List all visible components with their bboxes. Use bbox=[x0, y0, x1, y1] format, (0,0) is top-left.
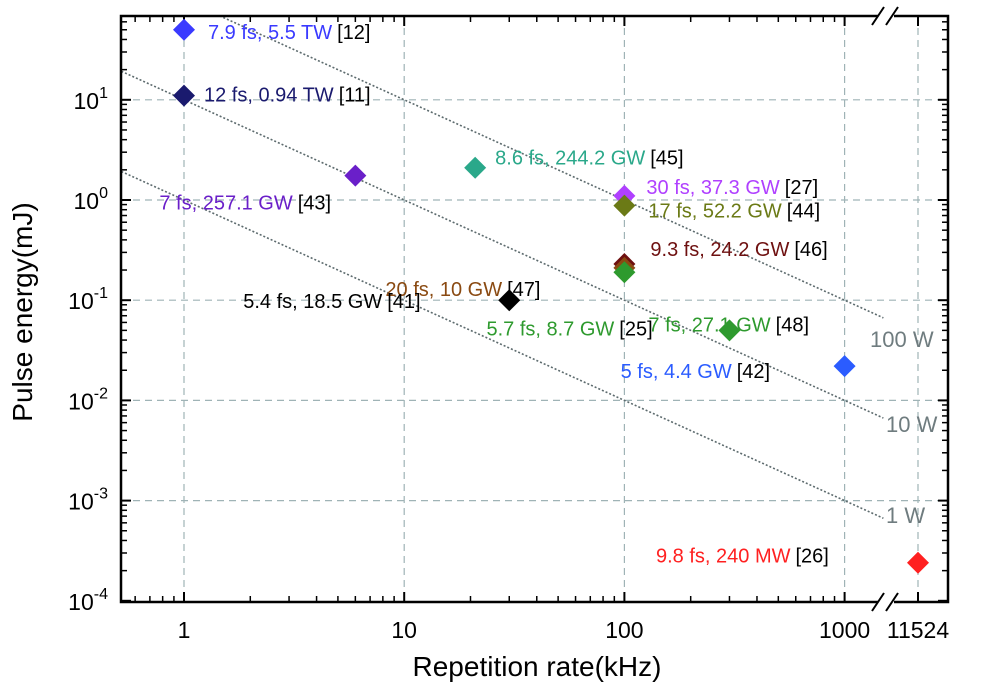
x-tick-label: 1000 bbox=[819, 617, 870, 643]
point-label-text: 8.6 fs, 244.2 GW bbox=[495, 148, 645, 170]
point-label: 8.6 fs, 244.2 GW [45] bbox=[495, 148, 683, 170]
data-points bbox=[173, 18, 929, 574]
power-lines bbox=[121, 16, 884, 519]
power-line-label: 10 W bbox=[886, 412, 938, 437]
power-line bbox=[121, 70, 884, 419]
y-tick-base: 10 bbox=[68, 288, 94, 314]
point-label-reference: [48] bbox=[776, 314, 809, 336]
y-tick-base: 10 bbox=[68, 489, 94, 515]
y-tick-base: 10 bbox=[74, 88, 100, 114]
y-tick-exponent: -2 bbox=[94, 385, 108, 402]
point-label: 9.3 fs, 24.2 GW [46] bbox=[650, 239, 827, 261]
y-tick-base: 10 bbox=[68, 388, 94, 414]
point-label: 5.4 fs, 18.5 GW [41] bbox=[243, 291, 420, 313]
point-label-text: 7 fs, 27.1 GW bbox=[648, 314, 770, 336]
x-tick-label: 100 bbox=[605, 617, 643, 643]
x-axis-title: Repetition rate(kHz) bbox=[413, 651, 662, 682]
point-label: 30 fs, 37.3 GW [27] bbox=[646, 177, 818, 199]
x-tick-label: 10 bbox=[391, 617, 417, 643]
point-label-reference: [26] bbox=[796, 546, 829, 568]
point-label: 20 fs, 10 GW [47] bbox=[385, 279, 540, 301]
point-label-reference: [44] bbox=[787, 201, 820, 223]
point-label: 7 fs, 257.1 GW [43] bbox=[159, 193, 331, 215]
data-point-marker bbox=[173, 18, 195, 41]
power-line-label: 100 W bbox=[870, 327, 934, 352]
point-label-text: 7 fs, 257.1 GW bbox=[159, 193, 293, 215]
data-point-marker bbox=[833, 355, 856, 378]
point-label-text: 5.7 fs, 8.7 GW bbox=[486, 318, 614, 340]
x-tick-label: 1 bbox=[178, 617, 191, 643]
y-tick-label: 10-2 bbox=[68, 385, 108, 414]
point-label-text: 20 fs, 10 GW bbox=[385, 279, 502, 301]
y-tick-label: 10-3 bbox=[68, 486, 108, 515]
data-point-marker bbox=[613, 261, 636, 284]
y-tick-label: 100 bbox=[74, 185, 109, 214]
y-tick-label: 10-4 bbox=[68, 586, 108, 615]
point-label-reference: [43] bbox=[298, 193, 331, 215]
y-tick-exponent: 0 bbox=[99, 185, 108, 202]
data-point-marker bbox=[718, 319, 741, 342]
x-tick-label: 11524 bbox=[887, 617, 949, 643]
y-tick-exponent: -1 bbox=[94, 285, 108, 302]
data-point-marker bbox=[498, 289, 521, 312]
point-label-text: 9.3 fs, 24.2 GW bbox=[650, 239, 789, 261]
point-label-reference: [42] bbox=[737, 361, 770, 383]
y-tick-exponent: -3 bbox=[94, 486, 108, 503]
y-axis-title: Pulse energy(mJ) bbox=[7, 202, 38, 421]
point-label-text: 30 fs, 37.3 GW bbox=[646, 177, 780, 199]
power-line bbox=[121, 170, 884, 519]
data-point-marker bbox=[173, 84, 195, 107]
point-label-reference: [25] bbox=[619, 318, 652, 340]
point-label: 12 fs, 0.94 TW [11] bbox=[204, 85, 371, 107]
point-label-text: 9.8 fs, 240 MW bbox=[656, 546, 791, 568]
point-label-reference: [47] bbox=[507, 279, 540, 301]
point-label: 5.7 fs, 8.7 GW [25] bbox=[486, 318, 652, 340]
point-label-text: 17 fs, 52.2 GW bbox=[648, 201, 782, 223]
point-label: 9.8 fs, 240 MW [26] bbox=[656, 546, 829, 568]
data-point-marker bbox=[613, 194, 636, 217]
axis-break-slash bbox=[885, 6, 899, 26]
axis-break-marks bbox=[871, 6, 899, 612]
axis-break-slash bbox=[871, 6, 885, 26]
y-tick-exponent: -4 bbox=[94, 586, 108, 603]
point-label-text: 5.4 fs, 18.5 GW bbox=[243, 291, 382, 313]
point-label-reference: [41] bbox=[387, 291, 420, 313]
y-tick-label: 10-1 bbox=[68, 285, 108, 314]
axis-break-slash bbox=[885, 592, 899, 612]
point-label-reference: [11] bbox=[339, 85, 371, 107]
data-point-marker bbox=[464, 156, 487, 179]
data-point-marker bbox=[907, 551, 929, 574]
y-tick-exponent: 1 bbox=[99, 85, 108, 102]
plot-frame bbox=[119, 14, 950, 604]
point-label-reference: [27] bbox=[785, 177, 818, 199]
point-label-text: 5 fs, 4.4 GW bbox=[621, 361, 732, 383]
y-tick-label: 101 bbox=[74, 85, 109, 114]
power-line bbox=[218, 16, 884, 319]
point-labels: 7.9 fs, 5.5 TW [12] 12 fs, 0.94 TW [11] 7 fs… bbox=[159, 22, 829, 568]
point-label: 17 fs, 52.2 GW [44] bbox=[648, 201, 820, 223]
point-label-reference: [46] bbox=[794, 239, 827, 261]
point-label: 7.9 fs, 5.5 TW [12] bbox=[208, 22, 370, 44]
point-label-reference: [45] bbox=[650, 148, 683, 170]
axis-break-slash bbox=[871, 592, 885, 612]
point-label-text: 7.9 fs, 5.5 TW bbox=[208, 22, 332, 44]
y-tick-base: 10 bbox=[74, 188, 100, 214]
point-label: 5 fs, 4.4 GW [42] bbox=[621, 361, 771, 383]
power-line-labels: 1 W 10 W 100 W bbox=[870, 327, 938, 528]
power-line-label: 1 W bbox=[886, 503, 925, 528]
point-label-text: 12 fs, 0.94 TW bbox=[204, 85, 334, 107]
point-label: 7 fs, 27.1 GW [48] bbox=[648, 314, 809, 336]
y-tick-base: 10 bbox=[68, 589, 94, 615]
grid-lines bbox=[121, 16, 948, 602]
data-point-marker bbox=[344, 164, 367, 187]
point-label-reference: [12] bbox=[337, 22, 370, 44]
